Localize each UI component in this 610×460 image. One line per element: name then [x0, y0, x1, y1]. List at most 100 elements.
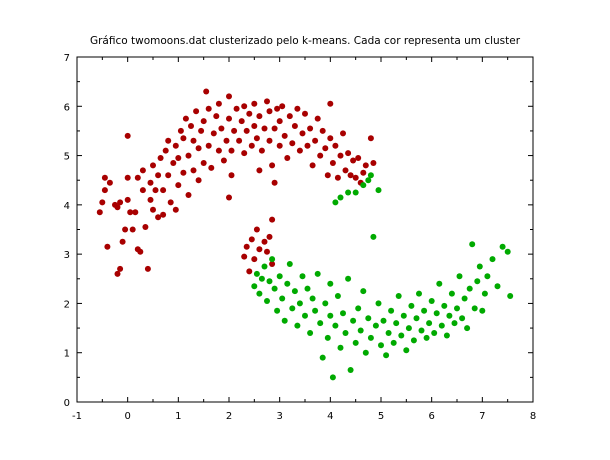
data-point: [271, 179, 278, 186]
data-point: [228, 172, 235, 179]
data-point: [231, 127, 238, 134]
data-point: [96, 209, 103, 216]
data-point: [281, 317, 288, 324]
y-tick-label: 3: [64, 250, 70, 261]
data-point: [370, 160, 377, 166]
data-point: [144, 265, 151, 272]
data-point: [261, 263, 268, 270]
data-point: [258, 147, 265, 154]
data-point: [291, 123, 298, 129]
data-point: [241, 103, 248, 110]
data-point: [327, 312, 334, 319]
data-point: [327, 135, 334, 142]
data-point: [347, 367, 354, 373]
x-tick-label: 1: [175, 411, 181, 422]
x-tick-label: 0: [124, 411, 130, 422]
data-point: [304, 285, 311, 292]
x-tick-label: 6: [428, 411, 434, 422]
data-point: [370, 233, 377, 240]
data-point: [307, 330, 314, 336]
data-point: [248, 142, 255, 149]
data-point: [195, 177, 202, 184]
data-point: [484, 273, 491, 280]
data-point: [302, 312, 308, 319]
data-point: [155, 172, 162, 179]
data-point: [367, 334, 374, 341]
data-point: [289, 140, 296, 147]
data-point: [243, 127, 250, 134]
data-point: [314, 270, 321, 277]
data-point: [489, 256, 496, 263]
data-point: [410, 337, 417, 344]
data-point: [461, 295, 468, 302]
data-point: [205, 105, 212, 112]
data-point: [279, 295, 286, 302]
data-point: [129, 226, 136, 233]
data-point: [119, 238, 126, 245]
data-point: [451, 320, 458, 327]
data-point: [253, 270, 260, 277]
data-point: [286, 261, 293, 267]
data-point: [185, 152, 192, 159]
data-point: [398, 332, 405, 339]
data-point: [499, 243, 506, 250]
data-point: [101, 187, 108, 194]
data-point: [352, 189, 359, 196]
data-point: [180, 169, 187, 176]
data-point: [385, 330, 392, 336]
y-tick-label: 4: [64, 201, 70, 212]
data-point: [190, 167, 197, 174]
data-point: [198, 127, 205, 134]
data-point: [413, 315, 420, 322]
data-point: [334, 293, 341, 299]
data-point: [167, 199, 174, 206]
data-point: [428, 298, 435, 304]
data-point: [274, 105, 281, 112]
data-point: [362, 162, 369, 169]
x-tick-label: 8: [530, 411, 536, 422]
data-point: [291, 288, 298, 295]
data-point: [160, 211, 167, 218]
data-point: [357, 327, 364, 334]
data-point: [433, 310, 440, 317]
data-point: [215, 100, 222, 107]
data-point: [378, 342, 384, 349]
data-point: [233, 105, 240, 112]
data-point: [332, 199, 339, 206]
data-point: [147, 179, 154, 186]
data-point: [251, 256, 258, 263]
data-point: [481, 290, 488, 297]
data-point: [117, 199, 124, 206]
data-point: [421, 307, 428, 314]
data-point: [106, 179, 113, 186]
x-tick-label: 4: [327, 411, 333, 422]
y-tick-label: 1: [64, 349, 70, 360]
data-point: [294, 105, 301, 112]
data-point: [317, 152, 324, 159]
data-point: [276, 118, 283, 125]
data-point: [446, 312, 453, 319]
data-point: [175, 182, 182, 189]
data-point: [172, 206, 179, 213]
data-point: [375, 300, 382, 307]
data-point: [269, 261, 276, 267]
data-point: [403, 347, 410, 354]
y-tick-label: 7: [64, 53, 70, 64]
data-point: [355, 305, 362, 312]
data-point: [134, 174, 141, 181]
data-point: [172, 142, 179, 149]
data-point: [362, 349, 369, 356]
data-point: [251, 283, 258, 290]
data-point: [182, 115, 189, 122]
data-point: [332, 322, 339, 329]
data-point: [165, 172, 172, 179]
data-point: [441, 302, 448, 309]
data-point: [304, 142, 311, 149]
data-point: [383, 352, 390, 359]
data-point: [269, 256, 276, 263]
data-point: [162, 147, 169, 154]
data-point: [340, 130, 346, 137]
data-point: [122, 226, 129, 233]
data-point: [390, 339, 397, 346]
data-point: [456, 273, 463, 280]
